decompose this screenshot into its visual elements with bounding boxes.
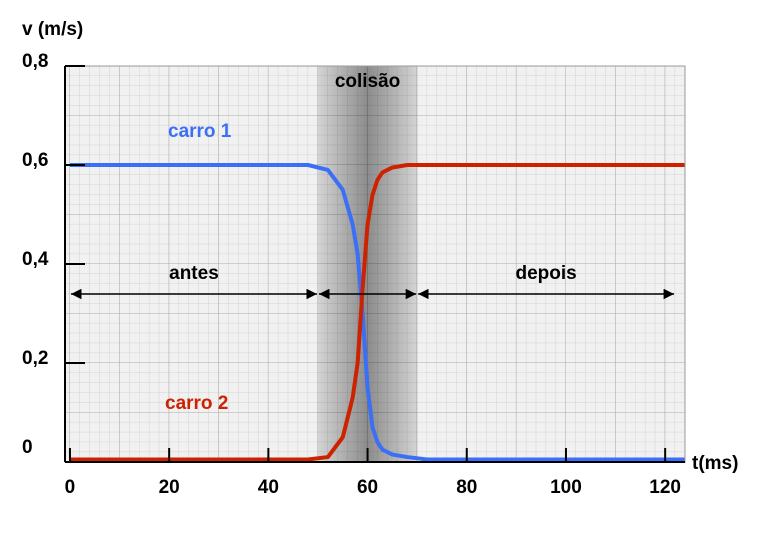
y-tick-label: 0,4	[22, 249, 49, 270]
x-tick-label: 120	[649, 477, 681, 498]
x-tick-label: 100	[550, 477, 582, 498]
collision-label: colisão	[335, 71, 400, 92]
x-tick-label: 80	[456, 477, 477, 498]
y-axis-label: v (m/s)	[22, 19, 83, 40]
series-label: carro 2	[165, 393, 228, 414]
x-axis-label: t(ms)	[692, 453, 738, 474]
x-tick-label: 0	[65, 477, 76, 498]
series-label: carro 1	[168, 121, 232, 142]
y-tick-label: 0,2	[22, 348, 48, 369]
y-tick-label: 0,6	[22, 150, 48, 171]
y-tick-label: 0	[22, 437, 33, 458]
y-tick-label: 0,8	[22, 51, 48, 72]
phase-label: depois	[516, 263, 577, 284]
phase-label: antes	[169, 263, 219, 284]
x-tick-label: 60	[357, 477, 378, 498]
x-tick-label: 40	[258, 477, 279, 498]
x-tick-label: 20	[159, 477, 180, 498]
